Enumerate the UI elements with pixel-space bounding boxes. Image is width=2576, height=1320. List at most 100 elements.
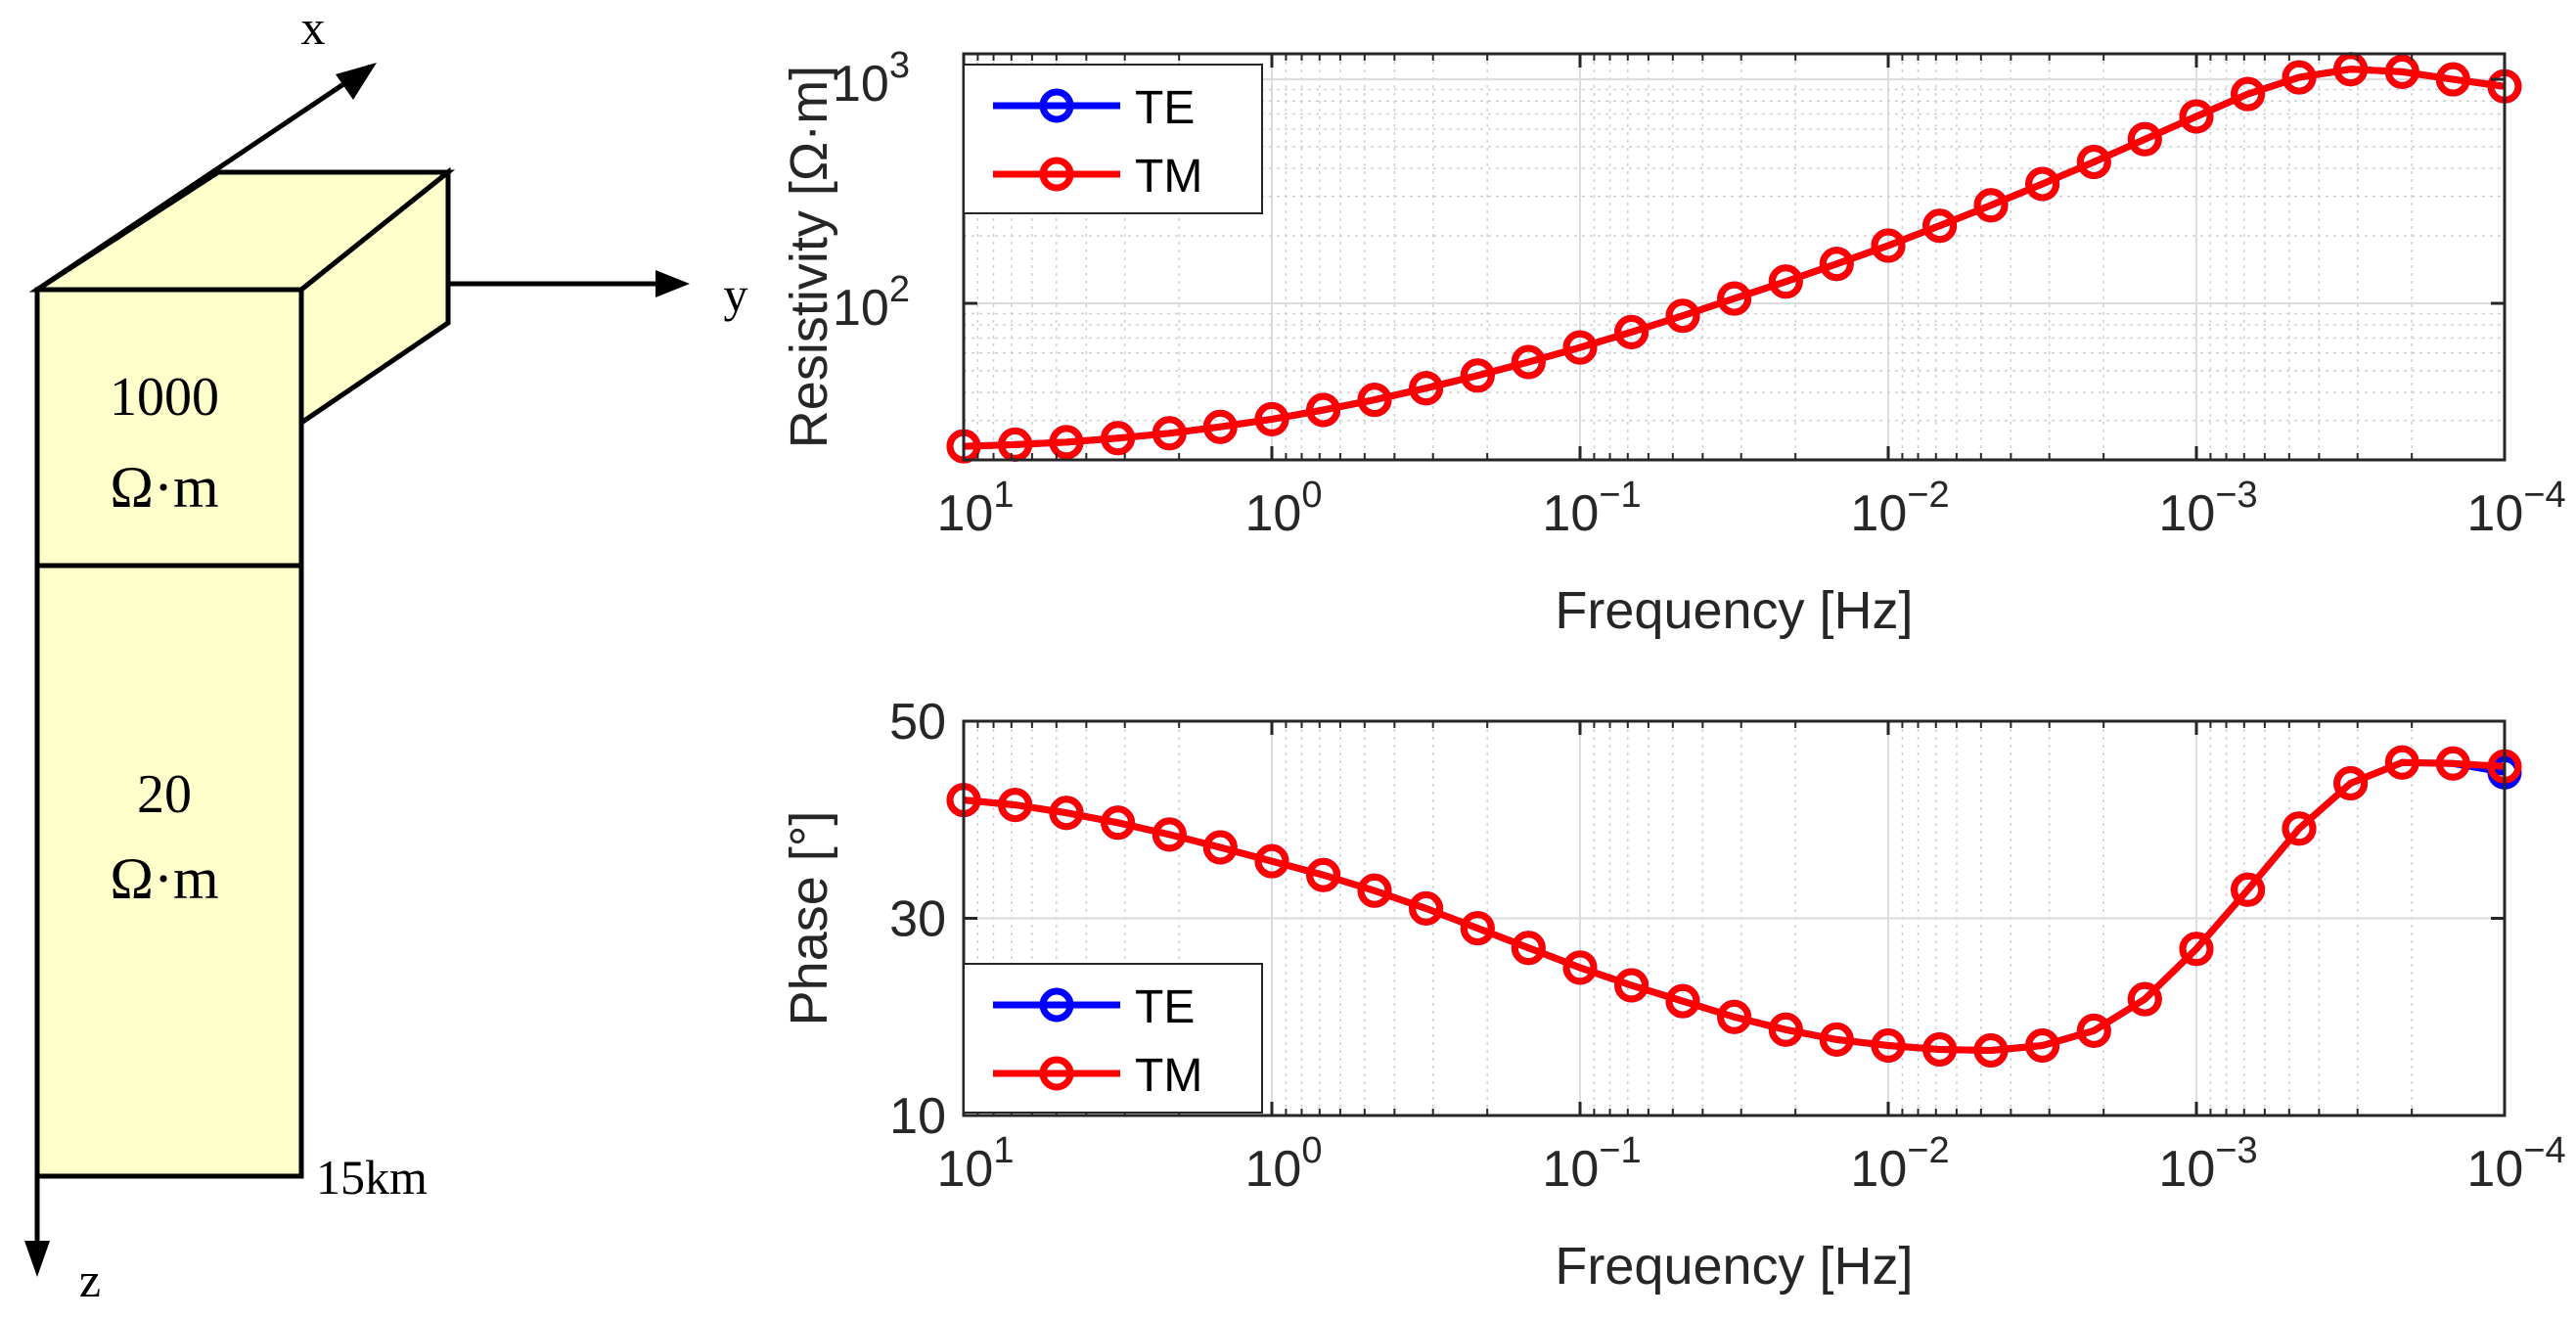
- y-arrowhead: [655, 270, 690, 297]
- data-point-tm: [2127, 981, 2162, 1017]
- series-line-tm: [963, 66, 2506, 450]
- data-point-tm: [2076, 145, 2111, 179]
- y-axis-label: y: [724, 267, 748, 322]
- data-point-tm: [2384, 54, 2419, 89]
- data-point-tm: [1562, 330, 1598, 365]
- z-axis-label: z: [79, 1252, 101, 1307]
- data-point-tm: [1152, 416, 1187, 451]
- data-point-tm: [1460, 358, 1495, 393]
- legend-marker-tm: [1039, 157, 1074, 192]
- layer2-unit: Ω·m: [110, 846, 218, 911]
- legend-marker-tm: [1039, 1056, 1074, 1091]
- data-point-tm: [1768, 264, 1803, 299]
- x-tick-label: 101: [937, 1130, 1015, 1198]
- phase-y-ticks: 10 30 50: [889, 694, 2505, 1145]
- layer2-front: [34, 563, 304, 1179]
- x-tick-label: 10−1: [1542, 1130, 1641, 1198]
- data-point-tm: [1409, 371, 1444, 406]
- data-point-tm: [1049, 425, 1084, 460]
- y-tick-label: 30: [889, 891, 946, 948]
- x-tick-label: 100: [1245, 1130, 1323, 1198]
- resistivity-legend: TE TM: [963, 64, 1263, 214]
- layer2-value: 20: [137, 764, 192, 825]
- phase-series: [946, 745, 2522, 1068]
- x-tick-label: 10−2: [1850, 1130, 1949, 1198]
- depth-label: 15km: [316, 1150, 428, 1205]
- data-point-tm: [2435, 62, 2470, 97]
- data-point-tm: [1511, 344, 1546, 380]
- data-point-tm: [1306, 857, 1341, 892]
- x-axis-label: x: [301, 0, 326, 55]
- data-point-tm: [2231, 872, 2266, 907]
- x-tick-label: 10−3: [2158, 1130, 2257, 1198]
- x-tick-label: 10−2: [1850, 475, 1949, 542]
- phase-x-ticks: 101 100 10−1 10−2 10−3 10−4: [937, 721, 2566, 1198]
- data-point-tm: [2333, 766, 2369, 800]
- x-tick-label: 10−3: [2158, 475, 2257, 542]
- resistivity-y-ticks: 102 103: [833, 45, 2505, 337]
- legend-label-tm: TM: [1135, 151, 1202, 203]
- data-point-tm: [2333, 52, 2369, 87]
- layer1-unit: Ω·m: [110, 455, 218, 520]
- x-tick-label: 100: [1245, 475, 1323, 542]
- data-point-tm: [2127, 121, 2162, 157]
- data-point-tm: [1409, 890, 1444, 926]
- data-point-tm: [1101, 805, 1136, 841]
- data-point-tm: [1202, 409, 1238, 444]
- phase-legend: TE TM: [963, 963, 1263, 1114]
- data-point-tm: [1152, 817, 1187, 852]
- data-point-tm: [1665, 298, 1700, 334]
- data-point-tm: [1357, 873, 1392, 908]
- legend-label-te: TE: [1135, 981, 1195, 1033]
- data-point-tm: [1254, 401, 1289, 436]
- data-point-tm: [1922, 208, 1958, 244]
- x-tick-label: 10−4: [2466, 1130, 2565, 1198]
- y-tick-label: 103: [833, 45, 910, 113]
- legend-box: [963, 963, 1263, 1114]
- legend-box: [963, 64, 1263, 214]
- legend-marker-te: [1039, 987, 1074, 1023]
- model-diagram: x y z 1000 Ω·m 20 Ω·m 15km: [24, 0, 748, 1307]
- data-point-tm: [2282, 811, 2317, 846]
- x-tick-label: 10−1: [1542, 475, 1641, 542]
- data-point-tm: [2179, 932, 2214, 967]
- layer1-value: 1000: [110, 367, 219, 428]
- data-point-tm: [2435, 746, 2470, 781]
- resistivity-y-label: Resistivity [Ω·m]: [780, 66, 838, 448]
- data-point-tm: [2179, 99, 2214, 134]
- data-point-tm: [1871, 1028, 1906, 1063]
- data-point-tm: [1614, 968, 1650, 1003]
- x-tick-label: 101: [937, 475, 1015, 542]
- data-point-tm: [2231, 76, 2266, 112]
- data-point-tm: [1511, 931, 1546, 966]
- y-tick-label: 10: [889, 1088, 946, 1145]
- data-point-tm: [2025, 1028, 2060, 1063]
- data-point-tm: [1306, 392, 1341, 428]
- data-point-tm: [1819, 247, 1854, 282]
- data-point-tm: [998, 427, 1033, 462]
- resistivity-chart: 101 100 10−1 10−2 10−3 10−4 102 103 Frequency …: [780, 45, 2566, 640]
- legend-marker-te: [1039, 88, 1074, 123]
- data-point-tm: [1717, 999, 1752, 1034]
- resistivity-x-ticks: 101 100 10−1 10−2 10−3 10−4: [937, 54, 2566, 542]
- legend-label-te: TE: [1135, 82, 1195, 134]
- data-point-tm: [1922, 1032, 1958, 1067]
- data-point-tm: [1562, 950, 1598, 985]
- data-point-tm: [1254, 843, 1289, 879]
- data-point-tm: [2282, 60, 2317, 95]
- layer1-front: [34, 287, 304, 569]
- data-point-tm: [2076, 1013, 2111, 1048]
- data-point-tm: [1665, 983, 1700, 1019]
- series-line-tm: [963, 758, 2506, 1055]
- resistivity-x-label: Frequency [Hz]: [1555, 581, 1913, 640]
- resistivity-axes-frame: [962, 52, 2507, 462]
- data-point-tm: [998, 788, 1033, 823]
- data-point-tm: [1460, 911, 1495, 946]
- data-point-tm: [2384, 745, 2419, 780]
- data-point-tm: [1768, 1012, 1803, 1047]
- data-point-tm: [1049, 796, 1084, 831]
- data-point-tm: [1202, 830, 1238, 865]
- y-tick-label: 50: [889, 694, 946, 751]
- data-point-tm: [1973, 188, 2009, 223]
